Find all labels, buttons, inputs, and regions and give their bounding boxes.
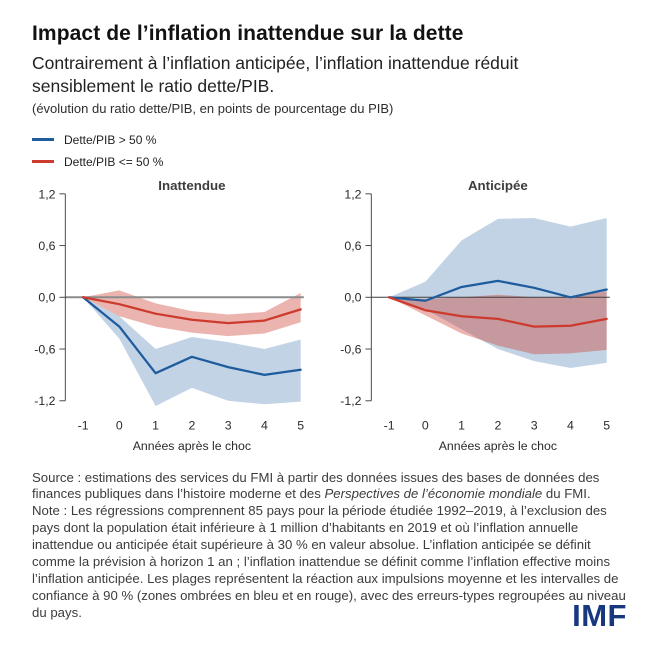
series-line	[81, 295, 302, 324]
source-note: Source : estimations des services du FMI…	[32, 469, 600, 502]
legend: Dette/PIB > 50 % Dette/PIB <= 50 %	[32, 129, 631, 173]
x-tick-label: 4	[566, 418, 573, 432]
x-tick-label: 1	[458, 418, 465, 432]
confidence-band	[83, 289, 301, 336]
x-tick-label: 3	[225, 418, 232, 432]
confidence-band	[83, 296, 301, 406]
x-tick-label: 2	[494, 418, 501, 432]
x-tick-label: 2	[188, 418, 195, 432]
x-tick-label: -1	[78, 418, 89, 432]
series-line	[387, 295, 608, 328]
y-tick-label: -0,6	[34, 342, 55, 356]
x-axis-label: Années après le choc	[438, 439, 556, 453]
y-tick-label: -1,2	[340, 394, 361, 408]
x-tick-label: 5	[603, 418, 610, 432]
y-tick-label: 0,0	[38, 290, 55, 304]
methodology-note: Note : Les régressions comprennent 85 pa…	[32, 503, 626, 620]
y-tick-label: 0,0	[344, 290, 361, 304]
figure-subtitle: Contrairement à l’inflation anticipée, l…	[32, 53, 519, 96]
legend-label: Dette/PIB <= 50 %	[64, 154, 164, 169]
confidence-band	[388, 217, 607, 368]
legend-item: Dette/PIB > 50 %	[32, 129, 631, 151]
y-tick-label: -1,2	[34, 394, 55, 408]
panel-title: Anticipée	[467, 177, 527, 192]
legend-item: Dette/PIB <= 50 %	[32, 151, 631, 173]
legend-line-swatch	[32, 160, 54, 163]
x-tick-label: 3	[530, 418, 537, 432]
x-axis-label: Années après le choc	[133, 439, 251, 453]
footnote: Source : estimations des services du FMI…	[32, 470, 631, 622]
legend-line-swatch	[32, 138, 54, 141]
series-line	[81, 295, 302, 376]
imf-logo: IMF	[572, 598, 627, 633]
x-tick-label: 5	[297, 418, 304, 432]
x-tick-label: 0	[421, 418, 428, 432]
confidence-band	[388, 290, 607, 354]
y-tick-label: 0,6	[38, 238, 55, 252]
figure-unit-note: (évolution du ratio dette/PIB, en points…	[32, 100, 394, 116]
panel-title: Inattendue	[158, 177, 225, 192]
x-tick-label: 4	[261, 418, 268, 432]
figure-title: Impact de l’inflation inattendue sur la …	[32, 22, 464, 45]
chart-panel-anticipee: 1,2 0,6 0,0 -0,6 -1,2 -1 0 1 2 3 4 5 Années après le…	[340, 177, 610, 453]
chart-row: 1,2 0,6 0,0 -0,6 -1,2 -1 0 1 2 3 4 5 Années après le…	[20, 175, 631, 460]
y-tick-label: 0,6	[344, 238, 361, 252]
y-tick-label: -0,6	[340, 342, 361, 356]
series-line	[387, 279, 608, 302]
y-tick-label: 1,2	[344, 187, 361, 201]
x-tick-label: 1	[152, 418, 159, 432]
y-tick-label: 1,2	[38, 187, 55, 201]
x-tick-label: 0	[116, 418, 123, 432]
chart-panel-inattendue: 1,2 0,6 0,0 -0,6 -1,2 -1 0 1 2 3 4 5 Années après le…	[34, 177, 304, 453]
legend-label: Dette/PIB > 50 %	[64, 132, 157, 147]
x-tick-label: -1	[383, 418, 394, 432]
